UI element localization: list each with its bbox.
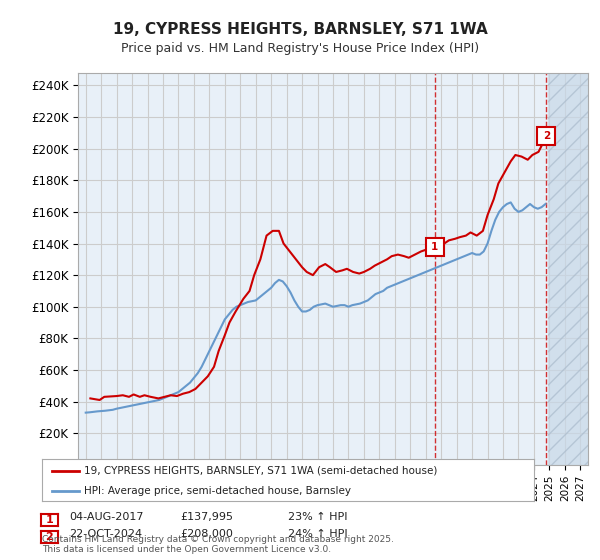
Text: 2: 2 xyxy=(543,131,550,141)
Text: Price paid vs. HM Land Registry's House Price Index (HPI): Price paid vs. HM Land Registry's House … xyxy=(121,42,479,55)
Text: 19, CYPRESS HEIGHTS, BARNSLEY, S71 1WA (semi-detached house): 19, CYPRESS HEIGHTS, BARNSLEY, S71 1WA (… xyxy=(84,466,437,476)
Text: 1: 1 xyxy=(46,515,53,525)
Text: £137,995: £137,995 xyxy=(180,512,233,522)
Text: HPI: Average price, semi-detached house, Barnsley: HPI: Average price, semi-detached house,… xyxy=(84,486,351,496)
Text: £208,000: £208,000 xyxy=(180,529,233,539)
Text: 22-OCT-2024: 22-OCT-2024 xyxy=(69,529,142,539)
Text: 1: 1 xyxy=(431,242,439,251)
Text: 04-AUG-2017: 04-AUG-2017 xyxy=(69,512,143,522)
Text: 24% ↑ HPI: 24% ↑ HPI xyxy=(288,529,347,539)
Text: 19, CYPRESS HEIGHTS, BARNSLEY, S71 1WA: 19, CYPRESS HEIGHTS, BARNSLEY, S71 1WA xyxy=(113,22,487,38)
Text: 23% ↑ HPI: 23% ↑ HPI xyxy=(288,512,347,522)
Text: Contains HM Land Registry data © Crown copyright and database right 2025.
This d: Contains HM Land Registry data © Crown c… xyxy=(42,535,394,554)
Text: 2: 2 xyxy=(46,532,53,542)
Bar xyxy=(548,73,588,465)
